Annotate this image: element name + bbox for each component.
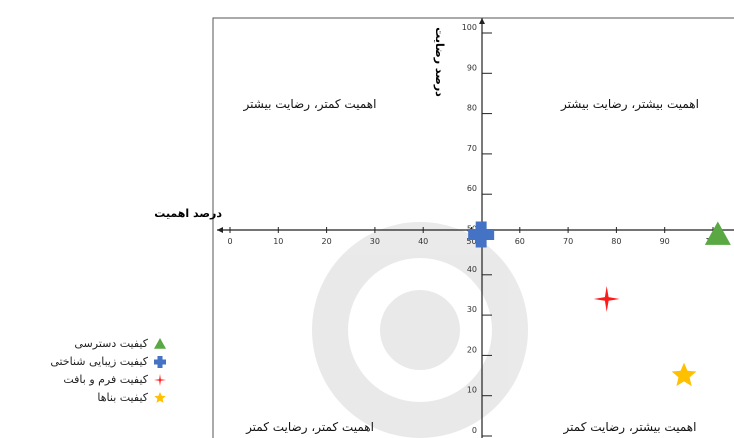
legend-marker-icon	[154, 338, 166, 349]
legend-item: کیفیت دسترسی	[0, 335, 170, 353]
y-axis-arrow	[479, 18, 485, 24]
data-point-2	[468, 221, 495, 248]
legend-marker-icon	[154, 392, 166, 403]
y-tick-label: 60	[467, 184, 477, 193]
x-axis-arrow	[217, 227, 223, 233]
x-tick-label: 90	[660, 237, 670, 246]
quadrant-label-bottom-right: اهمیت بیشتر، رضایت کمتر	[563, 420, 697, 435]
y-tick-label: 0	[472, 426, 477, 435]
x-tick-label: 70	[563, 237, 573, 246]
y-tick-label: 20	[467, 345, 477, 354]
y-tick-label: 80	[467, 104, 477, 113]
y-tick-label: 90	[467, 63, 477, 72]
x-axis-label: درصد اهمیت	[154, 207, 222, 220]
legend-marker-icon	[154, 356, 166, 368]
data-point-1	[704, 221, 731, 245]
y-tick-label: 100	[462, 23, 477, 32]
data-point-4	[671, 362, 697, 387]
y-tick-label: 70	[467, 144, 477, 153]
legend-item: کیفیت بناها	[0, 389, 170, 407]
legend-item: کیفیت فرم و بافت	[0, 371, 170, 389]
legend-marker	[154, 392, 166, 403]
y-axis-label: درصد رضایت	[433, 27, 446, 97]
legend-label: کیفیت بناها	[97, 391, 148, 404]
x-tick-label: 60	[515, 237, 525, 246]
x-tick-label: 50	[466, 237, 476, 246]
legend-marker	[154, 374, 166, 386]
x-tick-label: 20	[322, 237, 332, 246]
legend-label: کیفیت فرم و بافت	[63, 373, 148, 386]
legend: کیفیت دسترسی کیفیت زیبایی شناختی کیفیت فرم…	[0, 335, 170, 407]
quadrant-label-bottom-left: اهمیت کمتر، رضایت کمتر	[245, 420, 374, 435]
watermark	[312, 222, 528, 438]
x-tick-label: 10	[273, 237, 283, 246]
y-tick-label: 40	[467, 265, 477, 274]
y-tick-label: 30	[467, 305, 477, 314]
legend-label: کیفیت زیبایی شناختی	[50, 355, 148, 368]
x-tick-label: 0	[227, 237, 232, 246]
plot-border	[212, 17, 734, 438]
quadrant-labels: اهمیت کمتر، رضایت بیشتر اهمیت بیشتر، رضای…	[243, 97, 699, 435]
x-tick-label: 40	[418, 237, 428, 246]
quadrant-label-top-right: اهمیت بیشتر، رضایت بیشتر	[560, 97, 699, 112]
data-points	[468, 221, 731, 387]
legend-marker	[154, 338, 166, 349]
ticks: 0 10 20 30 40 50 60 70 80 90 100 0 10 20 30 40 50 60 70 80 9…	[227, 23, 721, 437]
legend-item: کیفیت زیبایی شناختی	[0, 353, 170, 371]
legend-label: کیفیت دسترسی	[74, 337, 148, 350]
x-tick-label: 80	[611, 237, 621, 246]
y-tick-label: 10	[467, 386, 477, 395]
y-tick-label: 50	[467, 225, 477, 234]
legend-marker	[154, 356, 166, 368]
quadrant-label-top-left: اهمیت کمتر، رضایت بیشتر	[243, 97, 377, 112]
data-point-3	[593, 286, 620, 312]
x-tick-label: 30	[370, 237, 380, 246]
legend-marker-icon	[154, 374, 166, 386]
